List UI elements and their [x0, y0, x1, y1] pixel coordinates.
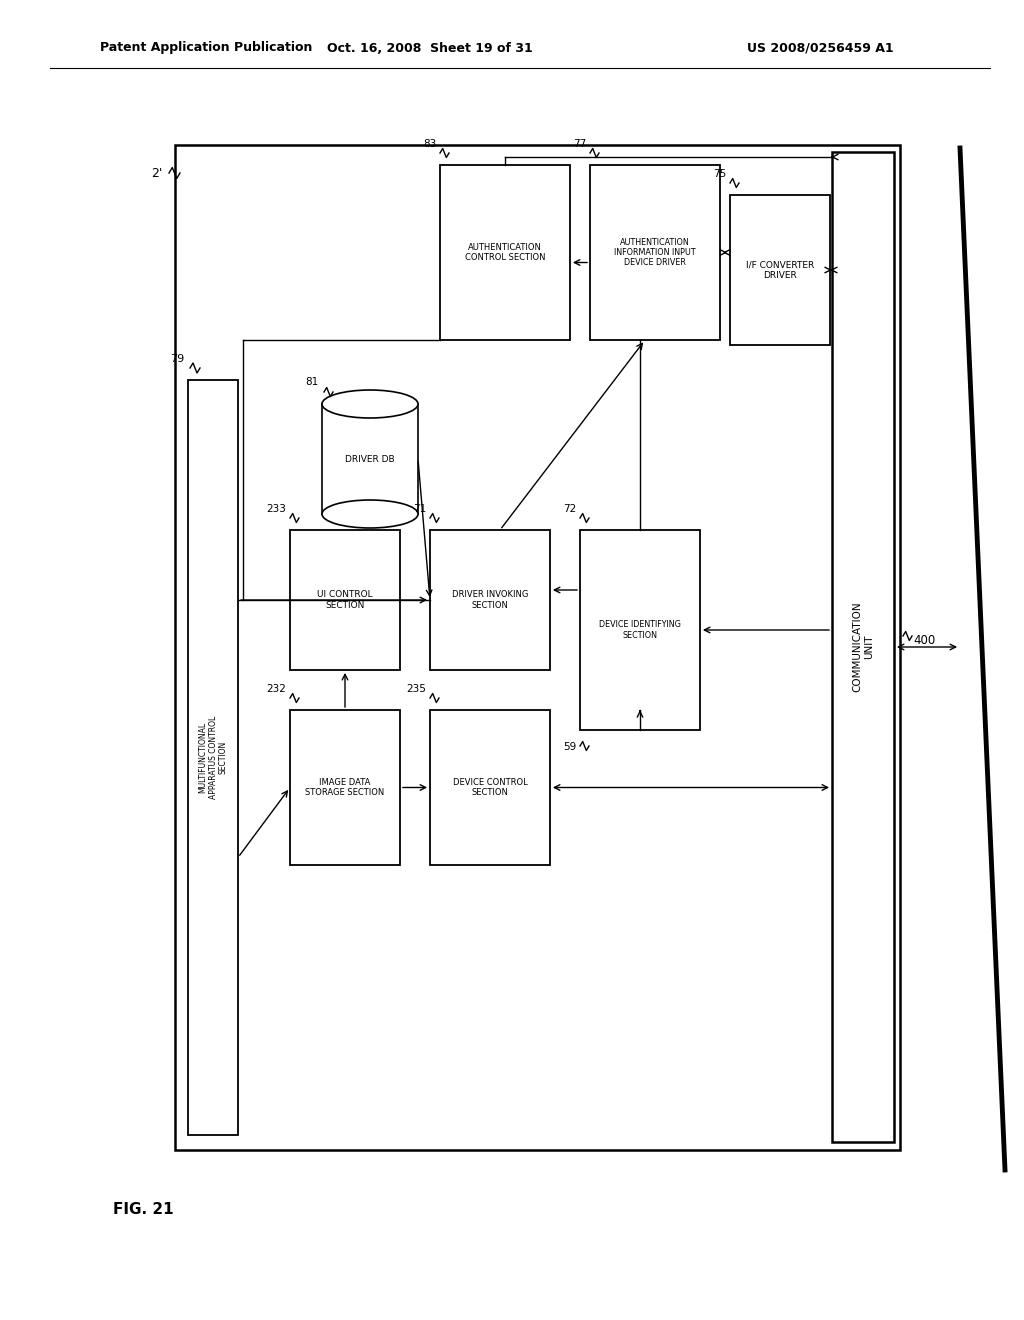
- Text: 71: 71: [413, 504, 426, 513]
- Text: DRIVER INVOKING
SECTION: DRIVER INVOKING SECTION: [452, 590, 528, 610]
- Text: US 2008/0256459 A1: US 2008/0256459 A1: [746, 41, 893, 54]
- Bar: [440, 165, 570, 341]
- Text: Oct. 16, 2008  Sheet 19 of 31: Oct. 16, 2008 Sheet 19 of 31: [327, 41, 532, 54]
- Text: 400: 400: [913, 634, 935, 647]
- Text: FIG. 21: FIG. 21: [113, 1203, 174, 1217]
- Bar: [175, 145, 900, 1150]
- Bar: [590, 165, 720, 341]
- Ellipse shape: [322, 389, 418, 418]
- Text: DRIVER DB: DRIVER DB: [345, 454, 395, 463]
- Text: I/F CONVERTER
DRIVER: I/F CONVERTER DRIVER: [745, 260, 814, 280]
- Text: DEVICE IDENTIFYING
SECTION: DEVICE IDENTIFYING SECTION: [599, 620, 681, 640]
- Text: DEVICE CONTROL
SECTION: DEVICE CONTROL SECTION: [453, 777, 527, 797]
- Text: 77: 77: [572, 139, 586, 149]
- Bar: [730, 195, 830, 345]
- Text: 72: 72: [563, 504, 575, 513]
- Text: 75: 75: [713, 169, 726, 180]
- Text: 2': 2': [152, 168, 163, 180]
- Text: UI CONTROL
SECTION: UI CONTROL SECTION: [317, 590, 373, 610]
- Bar: [831, 152, 894, 1142]
- Text: AUTHENTICATION
INFORMATION INPUT
DEVICE DRIVER: AUTHENTICATION INFORMATION INPUT DEVICE …: [614, 238, 696, 268]
- Text: 233: 233: [266, 504, 286, 513]
- Text: 232: 232: [266, 684, 286, 694]
- Text: IMAGE DATA
STORAGE SECTION: IMAGE DATA STORAGE SECTION: [305, 777, 385, 797]
- Bar: [430, 531, 550, 671]
- Text: 83: 83: [423, 139, 436, 149]
- Text: 59: 59: [563, 742, 575, 752]
- Bar: [580, 531, 700, 730]
- Bar: [430, 710, 550, 865]
- Text: AUTHENTICATION
CONTROL SECTION: AUTHENTICATION CONTROL SECTION: [465, 243, 545, 263]
- Text: COMMUNICATION
UNIT: COMMUNICATION UNIT: [852, 602, 873, 692]
- Text: 79: 79: [170, 354, 184, 364]
- Bar: [290, 531, 400, 671]
- Text: Patent Application Publication: Patent Application Publication: [100, 41, 312, 54]
- Bar: [188, 380, 238, 1135]
- Text: 81: 81: [305, 378, 318, 387]
- Bar: [290, 710, 400, 865]
- Text: MULTIFUNCTIONAL
APPARATUS CONTROL
SECTION: MULTIFUNCTIONAL APPARATUS CONTROL SECTIO…: [198, 715, 228, 799]
- Bar: [322, 404, 418, 513]
- Ellipse shape: [322, 500, 418, 528]
- Text: 235: 235: [407, 684, 426, 694]
